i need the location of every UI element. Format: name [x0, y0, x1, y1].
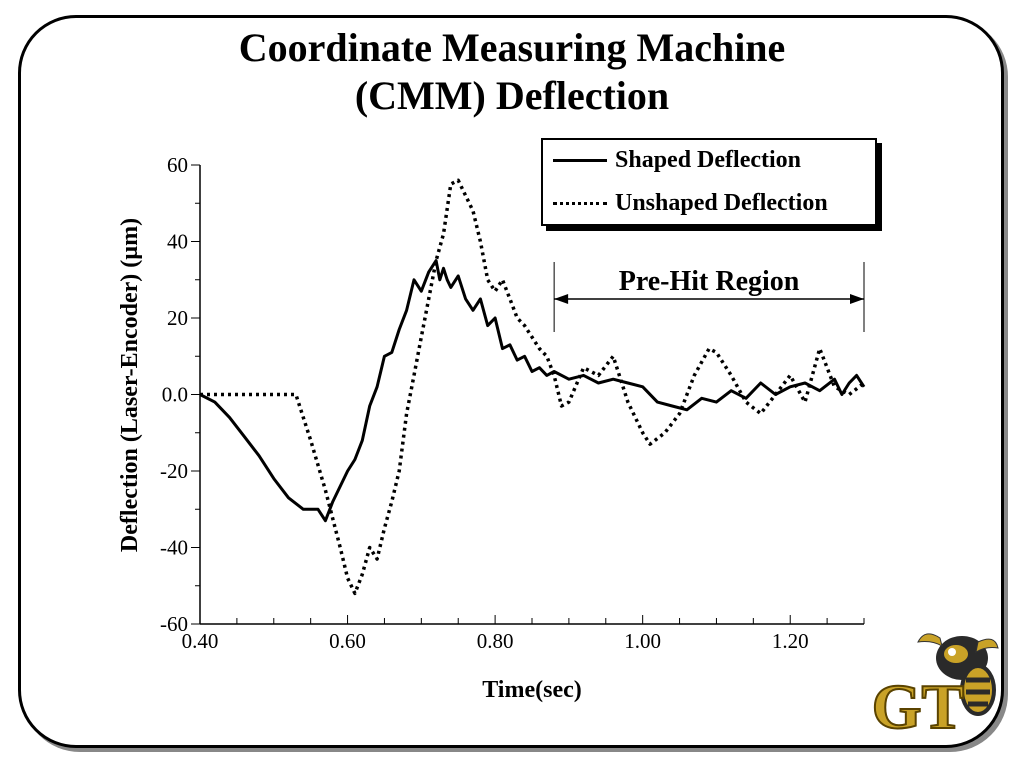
legend-item-shaped: Shaped Deflection	[553, 145, 801, 175]
y-tick-label: 20	[167, 306, 188, 330]
y-tick-label: -20	[160, 459, 188, 483]
logo-gt-text: GT	[872, 671, 964, 740]
annotation-label: Pre-Hit Region	[619, 266, 800, 297]
y-tick-label: -60	[160, 612, 188, 636]
pre-hit-annotation: Pre-Hit Region	[553, 262, 865, 332]
x-tick-label: 0.60	[329, 629, 366, 653]
logo-stripes	[966, 677, 990, 707]
chart-legend: Shaped Deflection Unshaped Deflection	[541, 138, 877, 226]
slide-frame	[18, 15, 1004, 748]
x-tick-label: 0.80	[477, 629, 514, 653]
logo-wing	[975, 638, 999, 654]
x-axis-label: Time(sec)	[482, 677, 582, 703]
legend-label-shaped: Shaped Deflection	[615, 146, 801, 173]
annotation-label-bg	[589, 263, 830, 297]
x-tick-label: 1.00	[624, 629, 661, 653]
slide-title: Coordinate Measuring Machine (CMM) Defle…	[0, 24, 1024, 120]
legend-item-unshaped: Unshaped Deflection	[553, 188, 828, 218]
annotation-arrowhead-left	[554, 294, 569, 304]
chart-axes	[199, 165, 864, 625]
legend-swatch-solid	[553, 158, 607, 162]
legend-swatch-dotted	[553, 201, 607, 205]
y-tick-label: 40	[167, 230, 188, 254]
series-group	[199, 178, 866, 596]
gt-yellow-jacket-logo: GT	[871, 633, 999, 740]
y-tick-label: 0.0	[162, 383, 188, 407]
title-line-2: (CMM) Deflection	[354, 73, 670, 118]
x-tick-label: 1.20	[772, 629, 809, 653]
y-axis-label: Deflection (Laser-Encoder) (µm)	[117, 218, 143, 552]
y-ticks: 60 40 20 0.0 -20 -40 -60	[160, 153, 200, 636]
legend-label-unshaped: Unshaped Deflection	[615, 189, 828, 216]
x-ticks: 0.40 0.60 0.80 1.00 1.20	[182, 615, 865, 653]
logo-eye	[948, 648, 956, 656]
series-shaped-deflection	[199, 259, 866, 523]
y-tick-label: 60	[167, 153, 188, 177]
logo-face	[944, 645, 968, 663]
logo-antenna	[917, 633, 943, 648]
x-tick-label: 0.40	[182, 629, 219, 653]
title-line-1: Coordinate Measuring Machine	[238, 25, 786, 70]
annotation-arrowhead-right	[850, 294, 864, 304]
y-tick-label: -40	[160, 536, 188, 560]
